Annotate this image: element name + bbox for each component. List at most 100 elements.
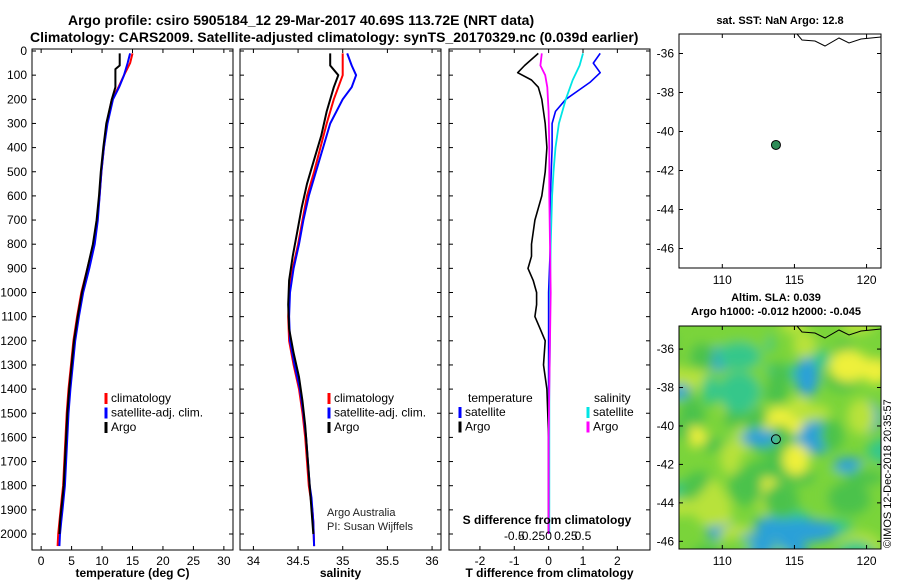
x-tick-label: 34 — [247, 554, 261, 568]
sla-cell — [827, 480, 871, 516]
x-tick-label: 20 — [156, 554, 170, 568]
temperature-panel: 0 5 10 15 20 25 30 temperature (deg C) climatolo… — [31, 48, 234, 580]
x-axis-label: T difference from climatology — [465, 566, 633, 580]
depth-tick-label: 1200 — [0, 334, 27, 348]
sla-cell — [819, 419, 844, 452]
map-title-line1: Altim. SLA: 0.039 — [731, 292, 821, 304]
depth-tick-label: 900 — [7, 261, 27, 275]
sla-cell — [764, 376, 789, 406]
depth-tick-label: 1700 — [0, 455, 27, 469]
depth-tick-label: 100 — [7, 68, 27, 82]
sla-cell — [701, 374, 719, 406]
figure-title-line1: Argo profile: csiro 5905184_12 29-Mar-20… — [68, 12, 535, 28]
sla-cell — [717, 342, 761, 370]
plot-frame — [239, 48, 442, 551]
sla-cell — [717, 537, 753, 549]
x-tick-label: 35.5 — [376, 554, 400, 568]
float-location-marker — [770, 434, 781, 445]
sla-cell — [847, 398, 876, 435]
sla-cell — [837, 540, 875, 549]
temperature-argo-line — [516, 52, 550, 534]
y-tick-label: -36 — [657, 47, 675, 61]
x-tick-label: 10 — [95, 554, 109, 568]
map-title: sat. SST: NaN Argo: 12.8 — [716, 15, 843, 27]
secondary-axis-label: S difference from climatology — [463, 513, 632, 527]
sla-cell — [695, 545, 719, 549]
sla-cell — [717, 371, 761, 414]
x-tick-label: -1 — [509, 554, 520, 568]
sla-cell — [679, 367, 682, 384]
sla-cell — [812, 349, 831, 369]
sla-cell — [679, 397, 705, 435]
legend-label: Argo — [111, 420, 137, 434]
annotation-line: PI: Susan Wijffels — [327, 521, 413, 533]
series-lines — [287, 53, 358, 547]
x-tick-label: 110 — [713, 273, 732, 287]
sla-cell — [788, 404, 832, 421]
float-location-marker — [770, 139, 781, 150]
depth-tick-label: 800 — [7, 237, 27, 251]
x-tick-label: 15 — [126, 554, 140, 568]
x-tick-label: 5 — [68, 554, 75, 568]
sla-heatmap — [679, 326, 881, 549]
sla-map-panel: Altim. SLA: 0.039 Argo h1000: -0.012 h200… — [657, 292, 882, 568]
legend-label: satellite-adj. clim. — [334, 406, 426, 420]
depth-tick-label: 1600 — [0, 430, 27, 444]
depth-tick-label: 1900 — [0, 503, 27, 517]
salinity-argo-line — [539, 53, 552, 534]
sla-cell — [792, 331, 817, 359]
sla-cell — [689, 342, 715, 371]
legend-label: Argo — [465, 420, 491, 434]
legend-label: climatology — [334, 391, 394, 405]
annotation-line: Argo Australia — [327, 507, 396, 519]
depth-tick-label: 1800 — [0, 479, 27, 493]
x-tick-label: 36 — [425, 554, 439, 568]
legend-title: temperature — [468, 391, 533, 405]
sla-cell — [841, 326, 874, 334]
depth-tick-label: 1100 — [1, 310, 27, 324]
x-tick-label: 25 — [187, 554, 201, 568]
y-tick-label: -46 — [657, 534, 675, 548]
series-lines — [56, 53, 134, 547]
depth-tick-label: 400 — [7, 141, 27, 155]
y-tick-label: -44 — [657, 496, 675, 510]
coastline — [796, 33, 882, 47]
depth-tick-label: 1000 — [0, 286, 27, 300]
depth-tick-label: 2000 — [0, 527, 27, 541]
sst-map-panel: sat. SST: NaN Argo: 12.8 110 115 120 -36 -38 -… — [657, 15, 882, 287]
y-tick-label: -38 — [657, 381, 675, 395]
argo-line — [287, 53, 340, 535]
x-tick-label: -2 — [475, 554, 486, 568]
y-tick-label: -38 — [657, 86, 675, 100]
imos-credit: ©IMOS 12-Dec-2018 20:35:57 — [882, 399, 894, 548]
sla-cell — [740, 428, 777, 447]
depth-tick-label: 1500 — [0, 406, 27, 420]
x-tick-label: 120 — [857, 273, 877, 287]
x-tick-label: 35 — [336, 554, 350, 568]
sla-cell — [795, 355, 820, 397]
salinity-panel: 34 34.5 35 35.5 36 salinity climatologysatelli… — [239, 48, 442, 580]
map-frame — [678, 33, 882, 269]
y-tick-label: -42 — [657, 164, 675, 178]
x-tick-label: 0 — [545, 554, 552, 568]
sla-cell — [679, 436, 695, 470]
legend-label: satellite — [465, 405, 506, 419]
depth-tick-label: 300 — [7, 116, 27, 130]
x-tick-label: 115 — [785, 554, 804, 568]
legend-label: climatology — [111, 391, 171, 405]
sla-cell — [714, 424, 734, 443]
depth-tick-label: 500 — [7, 165, 27, 179]
depth-tick-label: 200 — [7, 92, 27, 106]
y-tick-label: -40 — [657, 125, 675, 139]
x-tick-label: 120 — [857, 554, 877, 568]
legend-label: satellite — [593, 405, 634, 419]
y-tick-label: -40 — [657, 419, 675, 433]
x-tick-label: 2 — [614, 554, 621, 568]
depth-tick-label: 0 — [20, 44, 27, 58]
x-tick-label: 34.5 — [286, 554, 310, 568]
sla-cell — [728, 468, 763, 506]
sla-cell — [759, 519, 839, 543]
depth-tick-label: 600 — [7, 189, 27, 203]
secondary-tick-label: 0 — [545, 529, 552, 543]
